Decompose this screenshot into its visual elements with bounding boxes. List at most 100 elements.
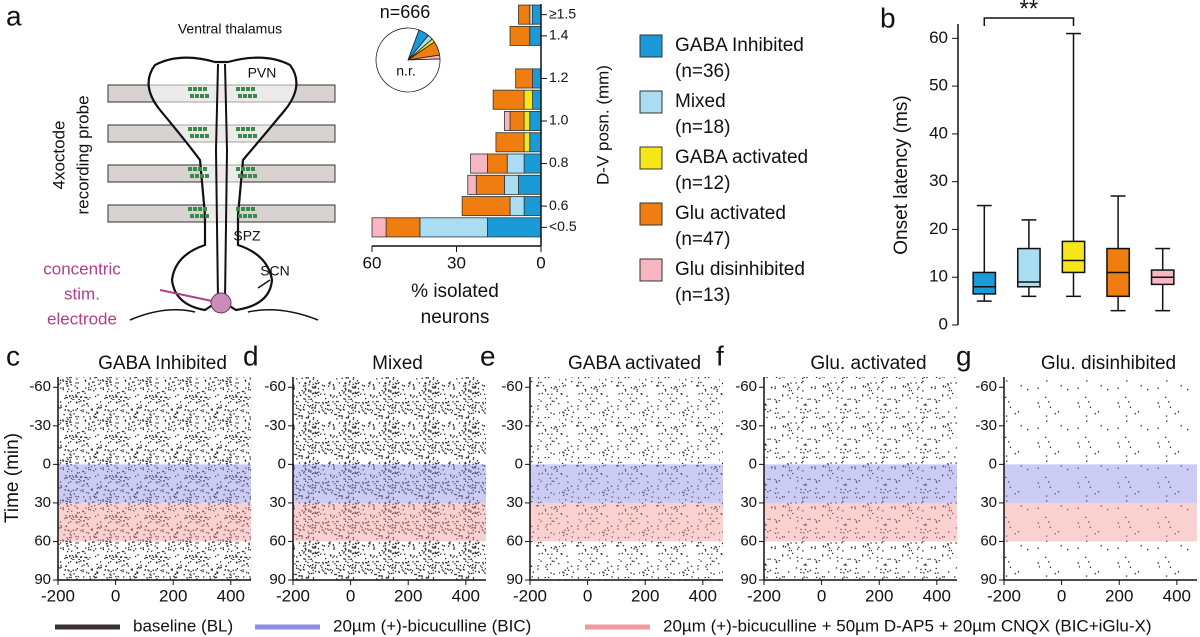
pie-title: n=666 [380,2,431,22]
y-tick-label: 50 [929,76,948,95]
recording-site [198,87,202,91]
diagram: Ventral thalamus PVN SPZ SCN 4xoctode re… [43,21,336,328]
treatment-band [293,502,486,542]
y-tick-label: 0 [43,455,51,472]
treatment-band [1004,464,1197,503]
y-tick-label: 30 [740,494,757,511]
pvn-label: PVN [248,65,277,81]
y-axis-label: D-V posn. (mm) [593,65,612,185]
y-tick-label: 0 [989,455,997,472]
bar-segment [492,89,525,110]
bar-segment [529,25,542,46]
x-tick-label: 0 [583,586,592,605]
recording-site [253,214,257,218]
x-tick-label: 0 [817,586,826,605]
y-axis-label: Time (min) [2,433,23,523]
recording-site [236,127,240,131]
recording-site [190,134,194,138]
box [972,271,997,295]
x-axis-label: neurons [421,307,490,328]
recording-site [248,174,252,178]
optic-chiasm [129,309,319,321]
diagram-title: Ventral thalamus [178,21,282,37]
legend-label: baseline (BL) [133,616,233,635]
recording-site [200,134,204,138]
recording-site [248,94,252,98]
bar-segment [467,174,477,195]
legend-count: (n=12) [675,173,730,194]
recording-site [203,167,207,171]
y-tick-label: -30 [735,417,757,434]
third-ventricle [214,63,229,301]
recording-site [253,134,257,138]
legend-count: (n=13) [675,285,730,306]
legend-swatch [639,34,663,58]
treatment-band [764,502,957,542]
recording-site [190,94,194,98]
recording-site [238,214,242,218]
raster-title: Glu. disinhibited [1041,353,1176,374]
treatment-band [58,464,251,503]
panel-label: c [6,340,20,371]
bar-segment [506,153,525,174]
bar-segment [385,217,421,238]
y-tick-label: 60 [269,532,286,549]
treatment-band [1004,502,1197,542]
box [1017,247,1041,288]
recording-site [190,174,194,178]
panel-label: e [480,340,496,371]
bar-segment [529,132,542,153]
raster-spikes [1004,377,1197,580]
y-tick-label: <0.5 [549,218,577,234]
raster-spikes [764,377,957,580]
recording-site [198,127,202,131]
x-tick-label: 0 [1057,586,1066,605]
bar-segment [503,111,511,131]
y-tick-label: ≥1.5 [549,5,576,21]
spz-label: SPZ [233,228,261,244]
x-tick-label: 60 [363,253,382,272]
panel-label: b [880,2,896,33]
recording-site [241,127,245,131]
y-tick-label: -60 [264,378,286,395]
bar-segment [523,132,531,153]
recording-site [251,207,255,211]
recording-site [248,214,252,218]
treatment-band [530,464,723,503]
legend-label: GABA activated [675,147,808,168]
bar-segment [503,174,519,195]
panel-label: d [243,340,259,371]
x-tick-label: 400 [217,586,245,605]
recording-site [198,207,202,211]
recording-site [241,167,245,171]
recording-site [238,134,242,138]
raster-spikes [293,377,486,580]
bar-segment [470,153,488,174]
y-tick-label: 20 [929,219,948,238]
x-tick-label: 0 [536,253,545,272]
bar-segment [523,153,542,174]
recording-site [188,87,192,91]
recording-site [246,207,250,211]
bar-segment [509,111,525,131]
bar-segment [518,4,531,25]
recording-site [246,127,250,131]
bar-segment [532,68,542,89]
recording-sites [188,87,257,218]
y-tick-label: 30 [929,171,948,190]
x-tick-label: -200 [276,586,310,605]
y-tick-label: 40 [929,123,948,142]
bar-segment [532,89,542,110]
y-tick-label: 0 [749,455,757,472]
bar-segment [495,132,525,153]
recording-site [205,214,209,218]
x-tick-label: 400 [923,586,951,605]
scn-pointer [257,279,271,289]
legend-count: (n=47) [675,229,730,250]
electrode-label: stim. [64,284,100,303]
y-tick-label: 90 [740,571,757,588]
recording-site [251,87,255,91]
x-tick-label: 200 [394,586,422,605]
bar-segment [371,217,387,238]
legend-label: Mixed [675,91,726,112]
